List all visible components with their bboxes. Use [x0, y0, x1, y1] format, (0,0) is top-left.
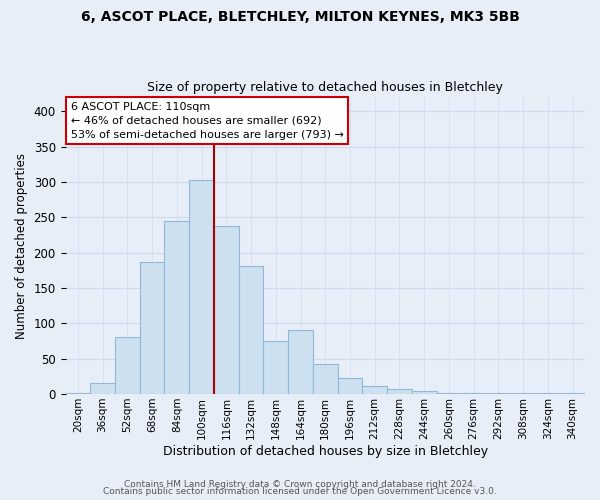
Y-axis label: Number of detached properties: Number of detached properties — [15, 152, 28, 338]
Bar — [362, 386, 387, 394]
X-axis label: Distribution of detached houses by size in Bletchley: Distribution of detached houses by size … — [163, 444, 488, 458]
Bar — [412, 391, 437, 394]
Text: 6, ASCOT PLACE, BLETCHLEY, MILTON KEYNES, MK3 5BB: 6, ASCOT PLACE, BLETCHLEY, MILTON KEYNES… — [80, 10, 520, 24]
Bar — [140, 262, 164, 394]
Bar — [164, 221, 189, 394]
Bar — [90, 384, 115, 394]
Bar — [288, 330, 313, 394]
Bar — [313, 364, 338, 394]
Text: 6 ASCOT PLACE: 110sqm
← 46% of detached houses are smaller (692)
53% of semi-det: 6 ASCOT PLACE: 110sqm ← 46% of detached … — [71, 102, 344, 140]
Title: Size of property relative to detached houses in Bletchley: Size of property relative to detached ho… — [148, 82, 503, 94]
Text: Contains public sector information licensed under the Open Government Licence v3: Contains public sector information licen… — [103, 487, 497, 496]
Bar — [437, 392, 461, 394]
Bar — [387, 389, 412, 394]
Bar — [239, 266, 263, 394]
Bar — [263, 341, 288, 394]
Bar — [338, 378, 362, 394]
Bar — [214, 226, 239, 394]
Text: Contains HM Land Registry data © Crown copyright and database right 2024.: Contains HM Land Registry data © Crown c… — [124, 480, 476, 489]
Bar — [189, 180, 214, 394]
Bar — [65, 392, 90, 394]
Bar — [115, 338, 140, 394]
